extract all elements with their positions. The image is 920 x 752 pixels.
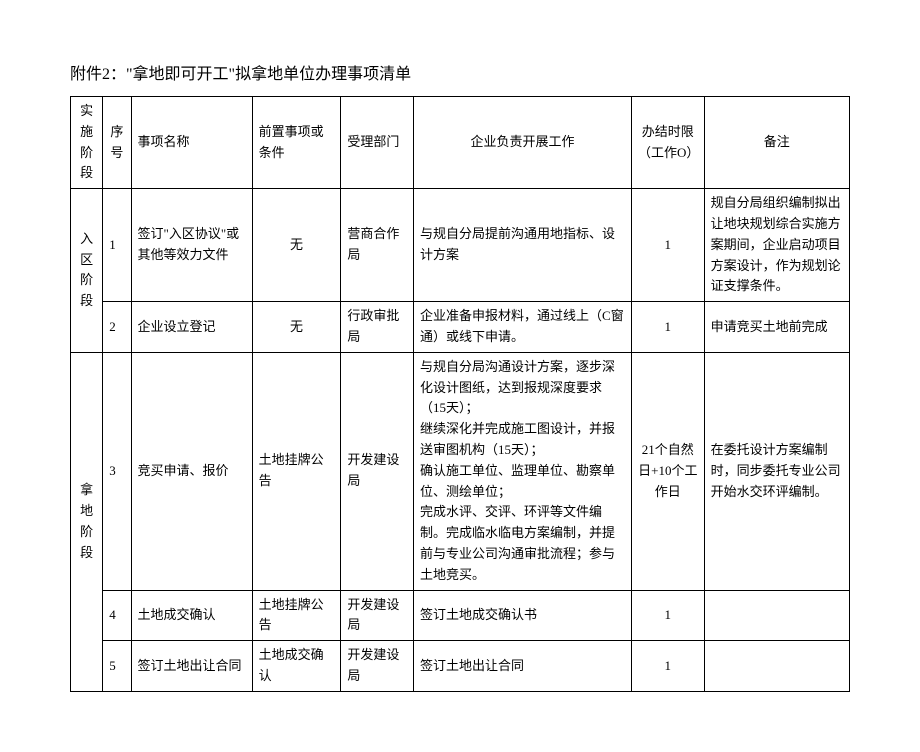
num-cell: 2 [103, 302, 131, 353]
document-title: 附件2："拿地即可开工"拟拿地单位办理事项清单 [70, 60, 850, 84]
pre-cell: 无 [252, 302, 341, 353]
limit-cell: 21个自然日+10个工作日 [631, 352, 704, 590]
pre-cell: 土地成交确认 [252, 641, 341, 692]
col-header-pre: 前置事项或条件 [252, 97, 341, 189]
limit-cell: 1 [631, 641, 704, 692]
limit-cell: 1 [631, 302, 704, 353]
item-cell: 签订土地出让合同 [131, 641, 252, 692]
col-header-work: 企业负责开展工作 [414, 97, 632, 189]
limit-cell: 1 [631, 189, 704, 302]
note-cell: 申请竞买土地前完成 [704, 302, 849, 353]
dept-cell: 开发建设局 [341, 352, 414, 590]
col-header-stage: 实施阶段 [71, 97, 103, 189]
num-cell: 3 [103, 352, 131, 590]
note-cell [704, 641, 849, 692]
item-cell: 签订"入区协议"或其他等效力文件 [131, 189, 252, 302]
pre-cell: 土地挂牌公告 [252, 352, 341, 590]
col-header-limit: 办结时限（工作O） [631, 97, 704, 189]
work-cell: 签订土地出让合同 [414, 641, 632, 692]
num-cell: 5 [103, 641, 131, 692]
table-row: 入区阶段 1 签订"入区协议"或其他等效力文件 无 营商合作局 与规自分局提前沟… [71, 189, 850, 302]
col-header-num: 序号 [103, 97, 131, 189]
work-cell: 与规自分局沟通设计方案，逐步深化设计图纸，达到报规深度要求（15天）； 继续深化… [414, 352, 632, 590]
col-header-dept: 受理部门 [341, 97, 414, 189]
limit-cell: 1 [631, 590, 704, 641]
pre-cell: 无 [252, 189, 341, 302]
num-cell: 1 [103, 189, 131, 302]
stage-cell: 拿地阶段 [71, 352, 103, 691]
work-cell: 与规自分局提前沟通用地指标、设计方案 [414, 189, 632, 302]
table-row: 拿地阶段 3 竞买申请、报价 土地挂牌公告 开发建设局 与规自分局沟通设计方案，… [71, 352, 850, 590]
work-cell: 签订土地成交确认书 [414, 590, 632, 641]
note-cell [704, 590, 849, 641]
item-cell: 土地成交确认 [131, 590, 252, 641]
col-header-item: 事项名称 [131, 97, 252, 189]
col-header-note: 备注 [704, 97, 849, 189]
table-row: 4 土地成交确认 土地挂牌公告 开发建设局 签订土地成交确认书 1 [71, 590, 850, 641]
table-row: 5 签订土地出让合同 土地成交确认 开发建设局 签订土地出让合同 1 [71, 641, 850, 692]
stage-cell: 入区阶段 [71, 189, 103, 353]
dept-cell: 行政审批局 [341, 302, 414, 353]
dept-cell: 营商合作局 [341, 189, 414, 302]
table-row: 2 企业设立登记 无 行政审批局 企业准备申报材料，通过线上（C窗通）或线下申请… [71, 302, 850, 353]
note-cell: 在委托设计方案编制时，同步委托专业公司开始水交环评编制。 [704, 352, 849, 590]
note-cell: 规自分局组织编制拟出让地块规划综合实施方案期间，企业启动项目方案设计，作为规划论… [704, 189, 849, 302]
item-cell: 企业设立登记 [131, 302, 252, 353]
item-cell: 竞买申请、报价 [131, 352, 252, 590]
num-cell: 4 [103, 590, 131, 641]
table-header-row: 实施阶段 序号 事项名称 前置事项或条件 受理部门 企业负责开展工作 办结时限（… [71, 97, 850, 189]
work-cell: 企业准备申报材料，通过线上（C窗通）或线下申请。 [414, 302, 632, 353]
checklist-table: 实施阶段 序号 事项名称 前置事项或条件 受理部门 企业负责开展工作 办结时限（… [70, 96, 850, 692]
pre-cell: 土地挂牌公告 [252, 590, 341, 641]
dept-cell: 开发建设局 [341, 641, 414, 692]
dept-cell: 开发建设局 [341, 590, 414, 641]
